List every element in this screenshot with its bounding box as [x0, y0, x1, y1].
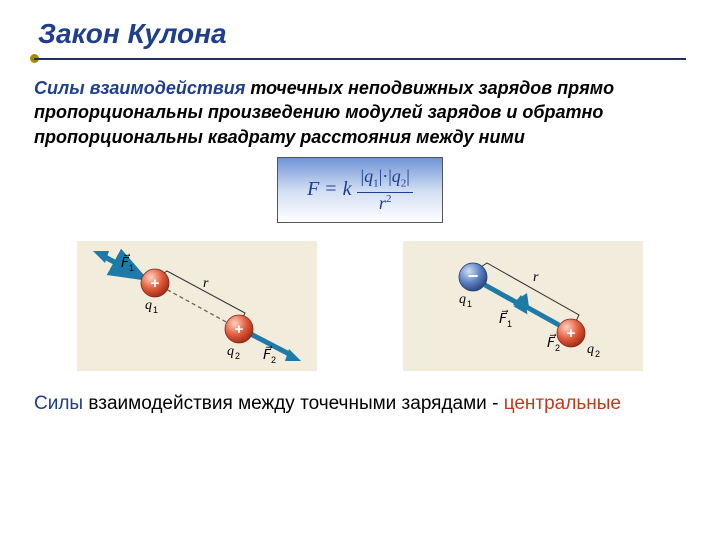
law-statement: Силы взаимодействия точечных неподвижных… [34, 76, 686, 149]
law-lead: Силы взаимодействия [34, 78, 245, 98]
formula-r-sup: 2 [386, 193, 392, 205]
r-label-right: r [533, 270, 539, 285]
formula-q2: q [392, 166, 401, 186]
svg-text:1: 1 [153, 305, 158, 315]
svg-text:2: 2 [595, 349, 600, 359]
diagram-row: r + + F⃗ 1 F⃗ 2 q 1 q 2 [54, 241, 666, 371]
svg-text:+: + [151, 275, 160, 292]
r-label-left: r [203, 276, 209, 291]
svg-text:q: q [227, 344, 234, 359]
svg-text:q: q [459, 292, 466, 307]
formula-k: k [343, 178, 352, 201]
formula-eq: = [325, 178, 336, 201]
svg-text:1: 1 [467, 299, 472, 309]
diagram-repulsion: r + + F⃗ 1 F⃗ 2 q 1 q 2 [77, 241, 317, 371]
page-title: Закон Кулона [38, 18, 686, 50]
svg-text:1: 1 [129, 263, 134, 273]
svg-text:q: q [145, 298, 152, 313]
svg-text:1: 1 [507, 319, 512, 329]
formula-r: r [379, 193, 386, 213]
footer-mid: взаимодействия между точечными зарядами … [83, 393, 504, 414]
formula-denominator: r2 [379, 193, 392, 213]
svg-text:2: 2 [555, 343, 560, 353]
svg-text:+: + [235, 321, 244, 338]
underline-bar [34, 58, 686, 60]
formula-box: F = k |q1|·|q2| r2 [277, 157, 443, 223]
coulomb-formula: F = k |q1|·|q2| r2 [307, 167, 413, 212]
svg-text:−: − [468, 266, 479, 286]
svg-text:2: 2 [271, 355, 276, 365]
footer-lead: Силы [34, 393, 83, 414]
formula-fraction: |q1|·|q2| r2 [357, 167, 412, 212]
footer-tail: центральные [504, 393, 621, 414]
diagram-attraction: r − + q 1 q 2 F⃗ 1 F⃗ 2 [403, 241, 643, 371]
footer-statement: Силы взаимодействия между точечными заря… [34, 393, 686, 415]
formula-F: F [307, 178, 319, 201]
formula-q1: q [364, 166, 373, 186]
formula-numerator: |q1|·|q2| [357, 167, 412, 192]
svg-text:q: q [587, 342, 594, 357]
svg-text:+: + [567, 325, 576, 342]
title-underline [34, 56, 686, 62]
svg-text:2: 2 [235, 351, 240, 361]
